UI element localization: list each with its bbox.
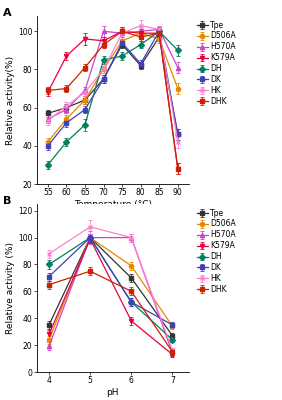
X-axis label: Temperature (°C): Temperature (°C) [74, 200, 152, 209]
Text: A: A [3, 8, 12, 18]
Y-axis label: Relative activity (%): Relative activity (%) [6, 242, 15, 334]
Y-axis label: Relative activity(%): Relative activity(%) [6, 56, 15, 144]
Legend: Tpe, D506A, H570A, K579A, DH, DK, HK, DHK: Tpe, D506A, H570A, K579A, DH, DK, HK, DH… [196, 208, 237, 295]
Text: B: B [3, 196, 12, 206]
Legend: Tpe, D506A, H570A, K579A, DH, DK, HK, DHK: Tpe, D506A, H570A, K579A, DH, DK, HK, DH… [196, 20, 237, 107]
X-axis label: pH: pH [107, 388, 119, 397]
